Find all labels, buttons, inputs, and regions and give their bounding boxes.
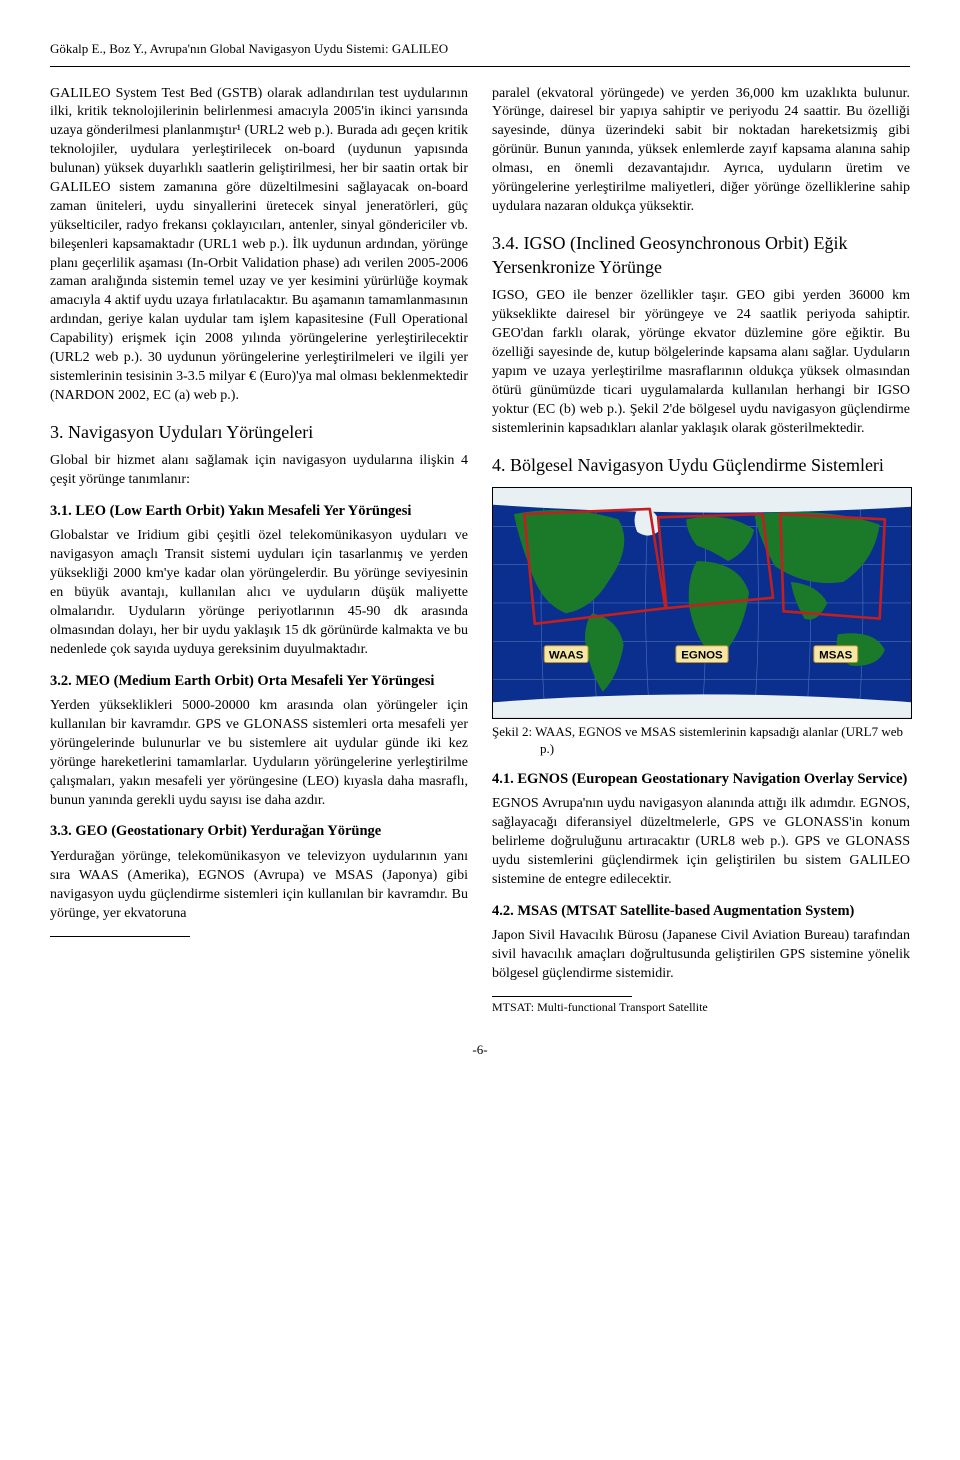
- page-number: -6-: [50, 1041, 910, 1059]
- subsection-3-2-title: 3.2. MEO (Medium Earth Orbit) Orta Mesaf…: [50, 672, 468, 692]
- footnote-text: MTSAT: Multi-functional Transport Satell…: [492, 999, 910, 1015]
- subsection-3-4-title: 3.4. IGSO (Inclined Geosynchronous Orbit…: [492, 231, 910, 280]
- section-3-title: 3. Navigasyon Uyduları Yörüngeleri: [50, 420, 468, 444]
- subsection-3-3-title: 3.3. GEO (Geostationary Orbit) Yerdurağa…: [50, 822, 468, 842]
- body-paragraph: paralel (ekvatoral yörüngede) ve yerden …: [492, 85, 910, 217]
- subsection-3-4-body: IGSO, GEO ile benzer özellikler taşır. G…: [492, 287, 910, 438]
- left-column: GALILEO System Test Bed (GSTB) olarak ad…: [50, 85, 468, 1022]
- subsection-4-2-body: Japon Sivil Havacılık Bürosu (Japanese C…: [492, 927, 910, 984]
- subsection-4-1-title: 4.1. EGNOS (European Geostationary Navig…: [492, 770, 910, 790]
- figure-2-map: WAAS EGNOS MSAS: [492, 487, 912, 719]
- right-column: paralel (ekvatoral yörüngede) ve yerden …: [492, 85, 910, 1022]
- body-paragraph: GALILEO System Test Bed (GSTB) olarak ad…: [50, 85, 468, 406]
- footnote-separator: [492, 996, 632, 997]
- subsection-3-2-body: Yerden yükseklikleri 5000-20000 km arası…: [50, 697, 468, 810]
- svg-text:EGNOS: EGNOS: [681, 649, 723, 661]
- footnote-separator: [50, 936, 190, 937]
- figure-2-caption: Şekil 2: WAAS, EGNOS ve MSAS sistemlerin…: [492, 723, 910, 758]
- two-column-layout: GALILEO System Test Bed (GSTB) olarak ad…: [50, 85, 910, 1022]
- subsection-3-1-title: 3.1. LEO (Low Earth Orbit) Yakın Mesafel…: [50, 502, 468, 522]
- subsection-4-2-title: 4.2. MSAS (MTSAT Satellite-based Augment…: [492, 902, 910, 922]
- subsection-3-1-body: Globalstar ve Iridium gibi çeşitli özel …: [50, 527, 468, 659]
- section-3-lead: Global bir hizmet alanı sağlamak için na…: [50, 452, 468, 490]
- running-header: Gökalp E., Boz Y., Avrupa'nın Global Nav…: [50, 40, 910, 58]
- section-4-title: 4. Bölgesel Navigasyon Uydu Güçlendirme …: [492, 453, 910, 477]
- subsection-3-3-body: Yerdurağan yörünge, telekomünikasyon ve …: [50, 848, 468, 924]
- svg-text:MSAS: MSAS: [819, 649, 853, 661]
- subsection-4-1-body: EGNOS Avrupa'nın uydu navigasyon alanınd…: [492, 795, 910, 889]
- header-rule: [50, 66, 910, 67]
- figure-2: WAAS EGNOS MSAS: [492, 487, 910, 719]
- svg-text:WAAS: WAAS: [549, 649, 584, 661]
